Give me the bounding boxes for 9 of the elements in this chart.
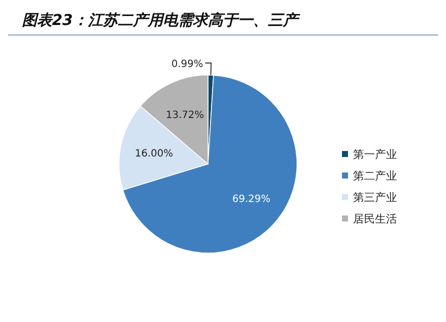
data-label: 13.72% <box>166 110 204 121</box>
chart-title: 图表23：江苏二产用电需求高于一、三产 <box>22 11 301 29</box>
data-label: 69.29% <box>232 194 270 206</box>
legend-label: 居民生活 <box>353 212 397 226</box>
legend-label: 第二产业 <box>353 170 397 182</box>
legend-label: 第一产业 <box>353 148 397 161</box>
data-label: 16.00% <box>134 148 174 160</box>
data-label: 0.99% <box>171 59 204 70</box>
legend-label: 第三产业 <box>353 191 397 204</box>
